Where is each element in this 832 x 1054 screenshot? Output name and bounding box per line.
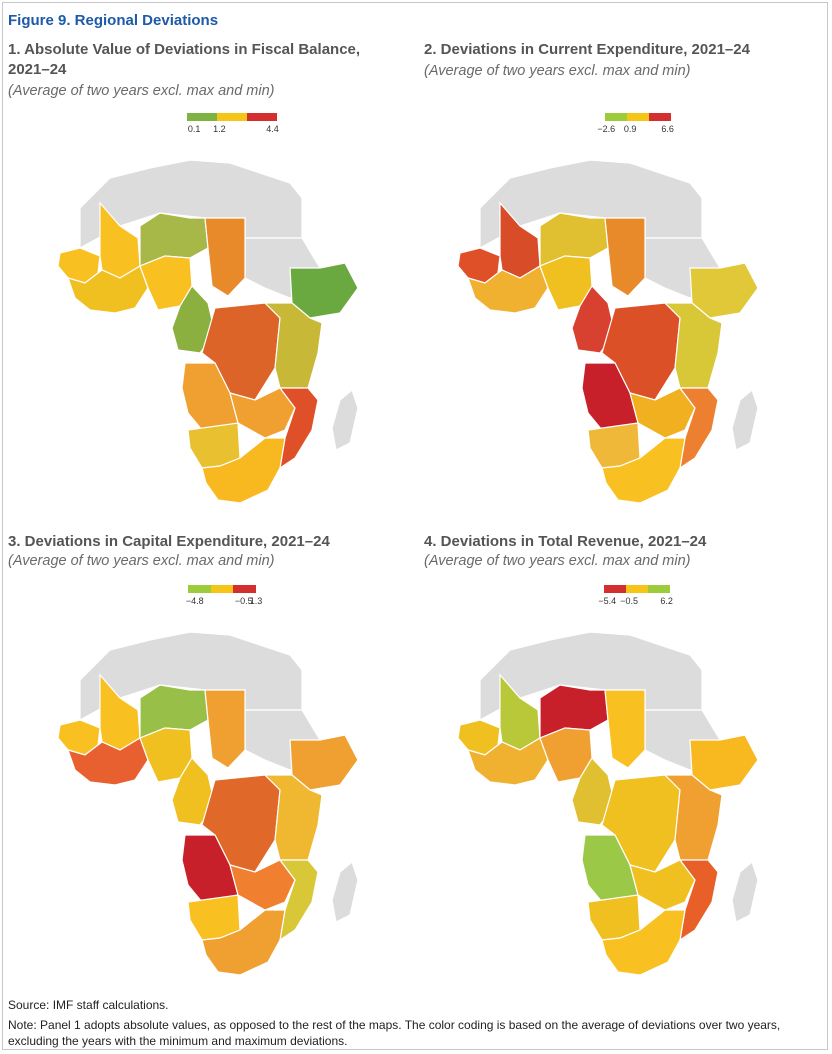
region-nigeria: [539, 255, 593, 311]
panel-2-map: [457, 159, 759, 504]
panel-3-map: [57, 631, 359, 976]
legend-swatch: [187, 113, 217, 121]
legend-swatch: [233, 585, 256, 593]
panel-2-subtitle: (Average of two years excl. max and min): [424, 63, 691, 79]
legend-swatch: [605, 113, 627, 121]
region-southafrica: [601, 437, 686, 504]
legend-tick-label: 0.9: [623, 124, 637, 134]
region-nigeria: [139, 255, 193, 311]
region-chad: [604, 217, 646, 297]
panel-1-title-line2: 2021–24: [8, 61, 67, 78]
region-north: [79, 631, 303, 722]
region-southafrica: [201, 909, 286, 976]
legend-tick-label: 6.2: [660, 596, 673, 606]
region-mozambique: [278, 387, 319, 470]
figure-title: Figure 9. Regional Deviations: [8, 12, 219, 29]
region-madagascar: [731, 388, 759, 451]
legend-swatch: [626, 585, 648, 593]
footnote: Note: Panel 1 adopts absolute values, as…: [8, 1018, 781, 1048]
region-mozambique: [678, 859, 719, 942]
region-mozambique: [278, 859, 319, 942]
panel-2-title-line1: 2. Deviations in Current Expenditure, 20…: [424, 41, 750, 58]
legend-tick-label: 1.3: [249, 596, 263, 606]
region-eastafrica: [663, 774, 723, 861]
region-southafrica: [201, 437, 286, 504]
region-eastafrica: [263, 302, 323, 389]
region-madagascar: [331, 388, 359, 451]
region-southafrica: [601, 909, 686, 976]
panel-1-legend: 0.1 1.2 4.4: [187, 113, 279, 135]
source-note: Source: IMF staff calculations.: [8, 998, 169, 1012]
legend-swatch: [188, 585, 211, 593]
region-chad: [204, 217, 246, 297]
panel-4-subtitle: (Average of two years excl. max and min): [424, 553, 691, 569]
legend-tick-label: −2.6: [597, 124, 616, 134]
legend-swatch: [247, 113, 277, 121]
region-north: [479, 631, 703, 722]
panel-1-title: 1. Absolute Value of Deviations in Fisca…: [8, 40, 360, 80]
legend-tick-label: 0.1: [187, 124, 201, 134]
region-eastafrica: [663, 302, 723, 389]
legend-tick-label: −0.5: [234, 596, 253, 606]
panel-1-title-line1: 1. Absolute Value of Deviations in Fisca…: [8, 41, 361, 58]
legend-tick-label: 6.6: [661, 124, 674, 134]
region-north: [79, 159, 303, 250]
region-zambia: [629, 859, 696, 911]
region-mozambique: [678, 387, 719, 470]
region-zambia: [629, 387, 696, 439]
panel-3-title: 3. Deviations in Capital Expenditure, 20…: [8, 532, 330, 552]
panel-4-map: [457, 631, 759, 976]
panel-1-map: [57, 159, 359, 504]
panel-4-title: 4. Deviations in Total Revenue, 2021–24: [424, 532, 706, 552]
legend-tick-label: −4.8: [185, 596, 204, 606]
legend-tick-label: −5.4: [598, 596, 617, 606]
legend-tick-label: 1.2: [213, 124, 226, 134]
region-chad: [204, 689, 246, 769]
region-eastafrica: [263, 774, 323, 861]
panel-3-subtitle: (Average of two years excl. max and min): [8, 553, 275, 569]
region-north: [479, 159, 703, 250]
legend-swatch: [604, 585, 626, 593]
panel-4-title-line1: 4. Deviations in Total Revenue, 2021–24: [424, 533, 707, 550]
panel-2-title: 2. Deviations in Current Expenditure, 20…: [424, 40, 750, 60]
region-zambia: [229, 859, 296, 911]
region-nigeria: [139, 727, 193, 783]
region-chad: [604, 689, 646, 769]
legend-swatch: [627, 113, 649, 121]
panel-1-subtitle: (Average of two years excl. max and min): [8, 83, 275, 99]
panel-3-legend: −4.8 −0.5 1.3: [185, 585, 262, 607]
region-zambia: [229, 387, 296, 439]
region-madagascar: [731, 860, 759, 923]
legend-swatch: [649, 113, 671, 121]
legend-swatch: [217, 113, 247, 121]
legend-tick-label: 4.4: [266, 124, 279, 134]
panel-4-legend: −5.4 −0.5 6.2: [598, 585, 673, 607]
panel-3-title-line1: 3. Deviations in Capital Expenditure, 20…: [8, 533, 330, 550]
legend-swatch: [210, 585, 234, 593]
panel-2-legend: −2.6 0.9 6.6: [597, 113, 674, 135]
region-nigeria: [539, 727, 593, 783]
region-madagascar: [331, 860, 359, 923]
legend-tick-label: −0.5: [620, 596, 638, 606]
legend-swatch: [648, 585, 670, 593]
